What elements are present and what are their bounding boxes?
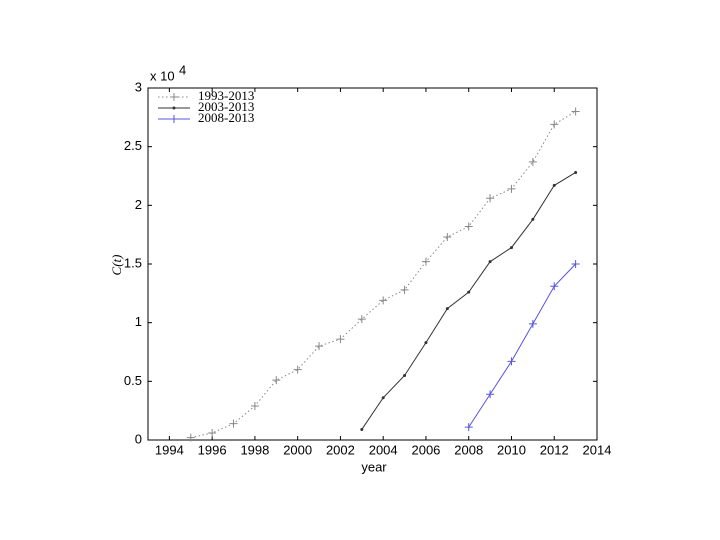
point — [467, 290, 471, 294]
point — [528, 157, 537, 166]
x-tick-label: 2006 — [411, 442, 440, 457]
point — [208, 428, 217, 437]
point — [464, 423, 473, 432]
x-tick-label: 2014 — [583, 442, 612, 457]
x-tick-label: 2008 — [454, 442, 483, 457]
y-tick-label: 1 — [135, 314, 142, 329]
point — [507, 184, 516, 193]
legend-label: 2003-2013 — [198, 99, 254, 114]
point — [403, 373, 407, 377]
point — [360, 427, 364, 431]
point — [445, 307, 449, 311]
y-tick-label: 2.5 — [124, 138, 142, 153]
point — [528, 319, 537, 328]
legend-marker — [170, 115, 178, 123]
x-tick-label: 1994 — [155, 442, 184, 457]
point — [315, 342, 324, 351]
x-tick-label: 2010 — [497, 442, 526, 457]
y-tick-label: 3 — [135, 79, 142, 94]
point — [336, 335, 345, 344]
y-scale-exponent: 4 — [179, 62, 186, 77]
point — [550, 120, 559, 129]
point — [488, 260, 492, 264]
x-axis-label: year — [361, 459, 387, 474]
legend-label: 1993-2013 — [198, 88, 254, 103]
point — [381, 396, 385, 400]
point — [379, 296, 388, 305]
point — [509, 246, 513, 250]
series-line — [190, 111, 576, 439]
point — [550, 282, 559, 291]
point — [464, 222, 473, 231]
point — [507, 357, 516, 366]
point — [486, 390, 495, 399]
plot-frame — [147, 87, 598, 441]
series-line — [361, 172, 576, 430]
point — [250, 401, 259, 410]
point — [571, 260, 580, 268]
point — [571, 107, 580, 116]
x-tick-label: 2002 — [326, 442, 355, 457]
y-axis-label: C(t) — [109, 255, 124, 276]
point — [421, 257, 430, 266]
x-tick-label: 1996 — [198, 442, 227, 457]
y-scale-base: x 10 — [150, 68, 175, 83]
series-line — [468, 263, 576, 428]
x-tick-label: 2012 — [540, 442, 569, 457]
point — [186, 433, 195, 442]
point — [272, 376, 281, 385]
point — [293, 365, 302, 374]
point — [443, 233, 452, 242]
point — [229, 419, 238, 428]
x-tick-label: 2004 — [369, 442, 398, 457]
point — [574, 170, 578, 174]
x-tick-label: 2000 — [283, 442, 312, 457]
y-tick-label: 0 — [135, 431, 142, 446]
legend-label: 2008-2013 — [198, 110, 254, 125]
point — [486, 194, 495, 203]
point — [531, 217, 535, 221]
point — [552, 183, 556, 187]
x-tick-label: 1998 — [240, 442, 269, 457]
point — [424, 341, 428, 345]
legend-marker — [170, 93, 178, 101]
y-tick-label: 2 — [135, 197, 142, 212]
point — [400, 285, 409, 294]
point — [357, 315, 366, 324]
y-tick-label: 0.5 — [124, 373, 142, 388]
legend-marker — [172, 106, 176, 110]
y-tick-label: 1.5 — [124, 255, 142, 270]
